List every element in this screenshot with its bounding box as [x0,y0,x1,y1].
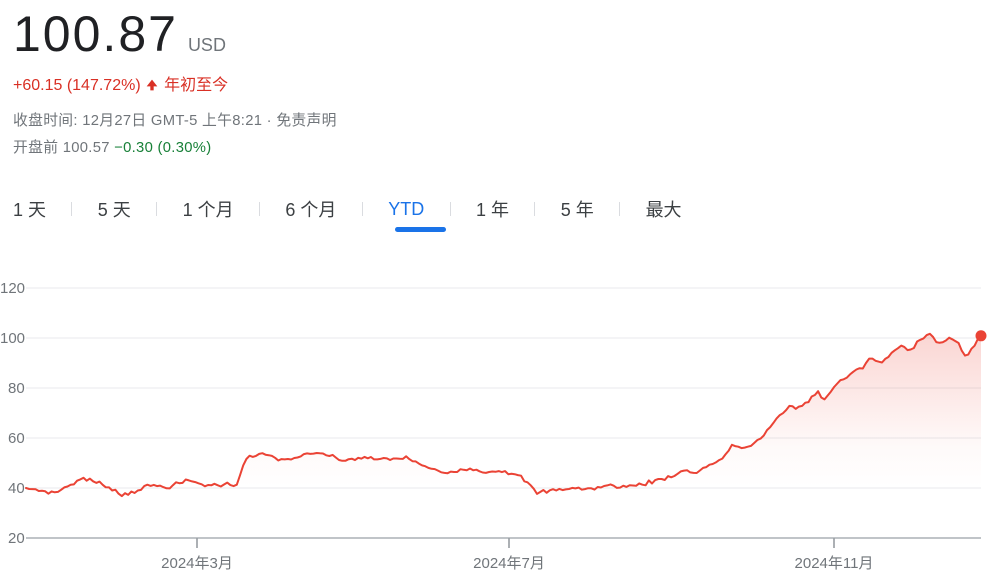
svg-text:120: 120 [0,280,25,297]
svg-text:20: 20 [8,530,25,547]
svg-text:2024年11月: 2024年11月 [795,555,874,572]
svg-text:2024年3月: 2024年3月 [161,555,233,572]
svg-text:40: 40 [8,480,25,497]
svg-text:100: 100 [0,330,25,347]
svg-text:60: 60 [8,430,25,447]
svg-text:2024年7月: 2024年7月 [473,555,545,572]
svg-text:80: 80 [8,380,25,397]
